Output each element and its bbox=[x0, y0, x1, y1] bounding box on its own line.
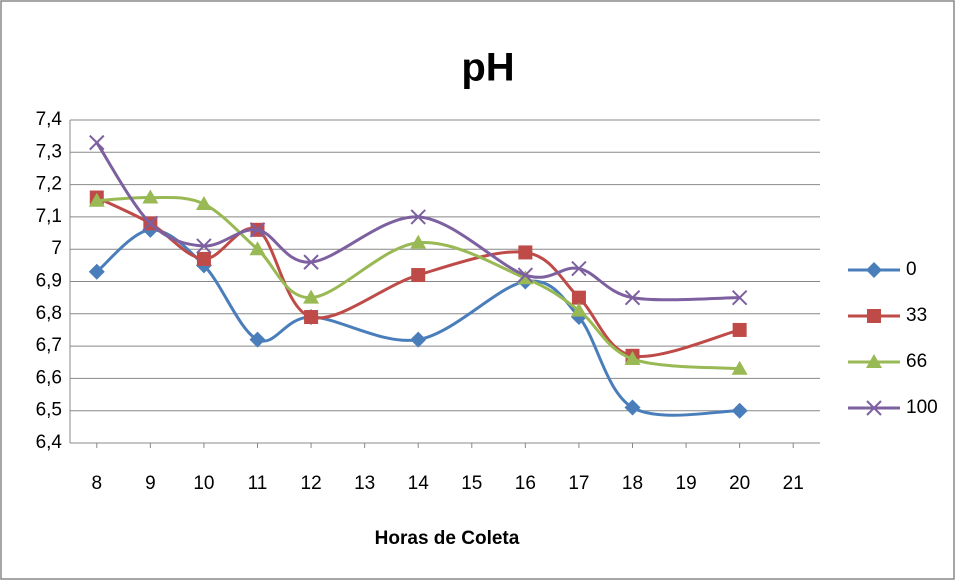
marker bbox=[624, 399, 641, 416]
x-axis-title: Horas de Coleta bbox=[375, 528, 520, 549]
marker bbox=[517, 270, 534, 285]
legend-label: 33 bbox=[906, 305, 927, 326]
x-tick-label: 20 bbox=[729, 473, 750, 494]
y-tick-label: 6,8 bbox=[36, 303, 62, 324]
x-tick-label: 8 bbox=[91, 473, 102, 494]
x-tick-label: 19 bbox=[676, 473, 697, 494]
x-tick-label: 18 bbox=[622, 473, 643, 494]
x-tick-label: 11 bbox=[248, 473, 268, 494]
marker bbox=[88, 192, 105, 207]
marker bbox=[732, 322, 747, 337]
x-tick-label: 14 bbox=[408, 473, 430, 494]
marker bbox=[518, 245, 533, 260]
marker bbox=[571, 290, 586, 305]
legend-marker bbox=[867, 309, 881, 323]
marker bbox=[88, 263, 105, 280]
x-tick-label: 16 bbox=[515, 473, 536, 494]
legend-marker bbox=[866, 400, 882, 416]
y-tick-label: 7,2 bbox=[36, 174, 62, 195]
series-line bbox=[95, 141, 740, 302]
x-tick-label: 21 bbox=[783, 473, 804, 494]
marker bbox=[731, 402, 748, 419]
y-tick-label: 7 bbox=[51, 238, 62, 259]
marker bbox=[624, 289, 641, 306]
marker bbox=[624, 351, 641, 366]
marker bbox=[195, 195, 212, 210]
marker bbox=[410, 331, 427, 348]
marker bbox=[89, 134, 105, 151]
legend-label: 0 bbox=[906, 259, 917, 280]
marker bbox=[196, 238, 212, 254]
chart-title: pH bbox=[461, 46, 514, 90]
marker bbox=[304, 310, 319, 325]
x-tick-label: 10 bbox=[193, 473, 214, 494]
marker bbox=[142, 215, 159, 232]
marker bbox=[517, 267, 534, 283]
marker bbox=[249, 241, 266, 256]
marker bbox=[410, 209, 426, 225]
x-tick-label: 12 bbox=[301, 473, 322, 494]
series-line bbox=[96, 196, 741, 358]
y-tick-label: 6,7 bbox=[36, 335, 62, 356]
x-tick-label: 9 bbox=[145, 473, 156, 494]
y-tick-label: 6,6 bbox=[36, 367, 62, 388]
marker bbox=[249, 222, 266, 238]
legend-label: 100 bbox=[906, 397, 938, 418]
marker bbox=[731, 360, 748, 375]
series-line bbox=[95, 228, 740, 417]
y-tick-label: 7,3 bbox=[36, 141, 62, 162]
y-tick-label: 6,5 bbox=[36, 400, 62, 421]
marker bbox=[303, 289, 320, 304]
marker bbox=[410, 234, 427, 249]
legend-marker bbox=[866, 262, 882, 278]
marker bbox=[570, 302, 587, 317]
marker bbox=[731, 289, 748, 306]
y-tick-label: 7,1 bbox=[36, 206, 62, 227]
marker bbox=[571, 260, 587, 277]
legend-marker bbox=[866, 354, 882, 368]
y-tick-label: 7,4 bbox=[36, 109, 63, 130]
y-tick-label: 6,4 bbox=[36, 432, 63, 453]
marker bbox=[303, 254, 319, 270]
x-tick-label: 15 bbox=[461, 473, 482, 494]
marker bbox=[249, 331, 266, 348]
series-line bbox=[96, 195, 740, 371]
marker bbox=[196, 251, 211, 266]
marker bbox=[142, 189, 159, 204]
marker bbox=[411, 268, 426, 283]
x-tick-label: 17 bbox=[568, 473, 589, 494]
y-tick-label: 6,9 bbox=[36, 271, 62, 292]
x-tick-label: 13 bbox=[354, 473, 375, 494]
legend-label: 66 bbox=[906, 351, 927, 372]
